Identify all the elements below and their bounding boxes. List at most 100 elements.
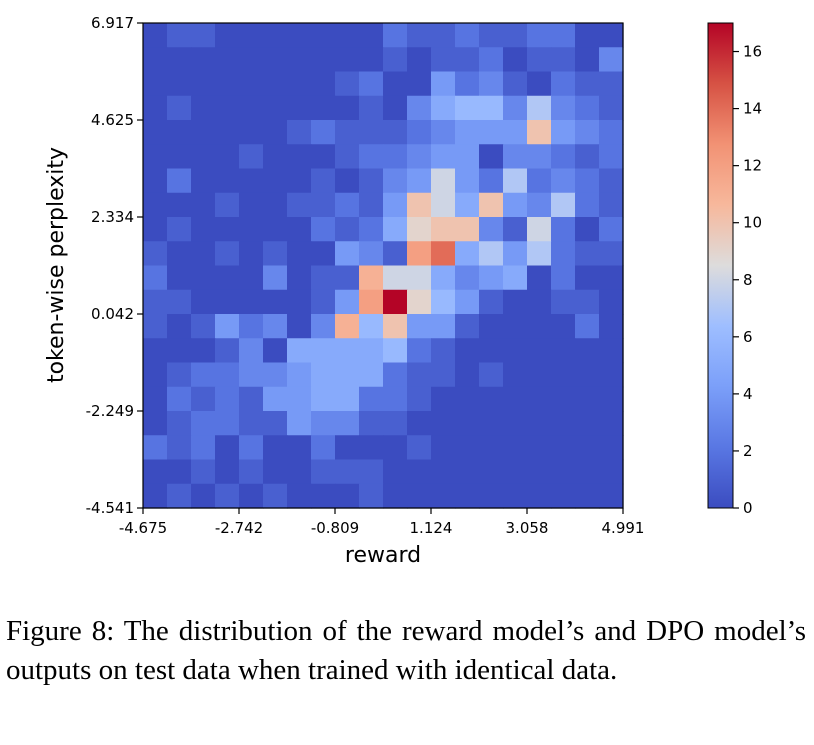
heatmap-cell bbox=[599, 411, 624, 436]
heatmap-cell bbox=[551, 289, 576, 315]
heatmap-cell bbox=[311, 459, 336, 485]
heatmap-cell bbox=[455, 483, 480, 509]
heatmap-cell bbox=[191, 241, 216, 267]
heatmap-cell bbox=[383, 23, 408, 48]
heatmap-cell bbox=[335, 241, 360, 267]
heatmap-cell bbox=[287, 265, 312, 291]
heatmap-cell bbox=[311, 217, 336, 242]
heatmap-cell bbox=[263, 265, 288, 291]
heatmap-cell bbox=[359, 71, 384, 97]
heatmap-cell bbox=[575, 120, 600, 145]
heatmap-cell bbox=[167, 265, 192, 291]
heatmap-cell bbox=[431, 265, 456, 291]
heatmap-cell bbox=[215, 483, 240, 509]
heatmap-cell bbox=[167, 47, 192, 73]
heatmap-cell bbox=[383, 95, 408, 121]
heatmap-cell bbox=[503, 168, 528, 194]
heatmap-cell bbox=[167, 120, 192, 145]
heatmap-cell bbox=[143, 338, 168, 364]
heatmap-cell bbox=[527, 217, 552, 242]
heatmap-cell bbox=[455, 95, 480, 121]
heatmap-cell bbox=[143, 314, 168, 339]
heatmap-cell bbox=[575, 23, 600, 48]
heatmap-cell bbox=[263, 23, 288, 48]
heatmap-cell bbox=[407, 362, 432, 388]
heatmap-cell bbox=[575, 483, 600, 509]
heatmap-cell bbox=[479, 241, 504, 267]
heatmap-cell bbox=[479, 314, 504, 339]
heatmap-cell bbox=[359, 289, 384, 315]
heatmap-cell bbox=[335, 289, 360, 315]
heatmap-cell bbox=[191, 95, 216, 121]
heatmap-cell bbox=[551, 71, 576, 97]
heatmap-cell bbox=[431, 459, 456, 485]
heatmap-cell bbox=[407, 459, 432, 485]
heatmap-cell bbox=[575, 435, 600, 461]
heatmap-cell bbox=[407, 338, 432, 364]
heatmap-cell bbox=[455, 459, 480, 485]
heatmap-cell bbox=[527, 314, 552, 339]
heatmap-cell bbox=[527, 47, 552, 73]
heatmap-cell bbox=[527, 338, 552, 364]
heatmap-cell bbox=[551, 120, 576, 145]
y-tick-label: -2.249 bbox=[86, 402, 134, 420]
heatmap-cell bbox=[407, 289, 432, 315]
heatmap-cell bbox=[383, 144, 408, 170]
heatmap-cell bbox=[527, 459, 552, 485]
heatmap-cell bbox=[311, 265, 336, 291]
heatmap-cell bbox=[527, 362, 552, 388]
heatmap-cell bbox=[335, 362, 360, 388]
heatmap-cell bbox=[311, 192, 336, 218]
heatmap-cell bbox=[167, 314, 192, 339]
heatmap-cell bbox=[359, 95, 384, 121]
heatmap-cell bbox=[455, 71, 480, 97]
colorbar-tick-label: 16 bbox=[743, 43, 762, 61]
heatmap-cell bbox=[599, 483, 624, 509]
heatmap-cell bbox=[551, 47, 576, 73]
heatmap-cell bbox=[575, 314, 600, 339]
heatmap-cell bbox=[287, 192, 312, 218]
heatmap-cell bbox=[215, 289, 240, 315]
heatmap-cell bbox=[455, 23, 480, 48]
heatmap-cell bbox=[599, 241, 624, 267]
heatmap-cell bbox=[551, 241, 576, 267]
heatmap-cell bbox=[455, 47, 480, 73]
heatmap-cell bbox=[383, 483, 408, 509]
x-tick-label: -0.809 bbox=[311, 519, 359, 537]
heatmap-cell bbox=[239, 411, 264, 436]
heatmap-cell bbox=[263, 168, 288, 194]
heatmap-cell bbox=[335, 120, 360, 145]
heatmap-cell bbox=[167, 435, 192, 461]
heatmap-cell bbox=[167, 241, 192, 267]
heatmap-cell bbox=[359, 168, 384, 194]
heatmap-cell bbox=[239, 289, 264, 315]
heatmap-cell bbox=[527, 289, 552, 315]
heatmap-cell bbox=[527, 265, 552, 291]
heatmap-cell bbox=[287, 483, 312, 509]
heatmap-cell bbox=[407, 435, 432, 461]
heatmap-cell bbox=[479, 386, 504, 412]
heatmap-cell bbox=[359, 459, 384, 485]
x-tick-label: 3.058 bbox=[506, 519, 549, 537]
heatmap-cell bbox=[215, 386, 240, 412]
heatmap-cell bbox=[143, 265, 168, 291]
heatmap-cell bbox=[575, 168, 600, 194]
heatmap-cell bbox=[167, 168, 192, 194]
heatmap-cell bbox=[335, 411, 360, 436]
heatmap-cell bbox=[383, 411, 408, 436]
heatmap-cell bbox=[551, 168, 576, 194]
heatmap-cell bbox=[551, 435, 576, 461]
heatmap-cell bbox=[527, 192, 552, 218]
heatmap-cell bbox=[263, 95, 288, 121]
heatmap-cell bbox=[335, 168, 360, 194]
heatmap-cell bbox=[407, 47, 432, 73]
x-tick-label: 4.991 bbox=[602, 519, 645, 537]
heatmap-cell bbox=[431, 386, 456, 412]
heatmap-cell bbox=[527, 144, 552, 170]
heatmap-cell bbox=[239, 362, 264, 388]
heatmap-cell bbox=[263, 289, 288, 315]
heatmap-cell bbox=[359, 23, 384, 48]
heatmap-cell bbox=[575, 362, 600, 388]
y-tick-label: 0.042 bbox=[91, 305, 134, 323]
colorbar-tick-label: 0 bbox=[743, 499, 753, 517]
